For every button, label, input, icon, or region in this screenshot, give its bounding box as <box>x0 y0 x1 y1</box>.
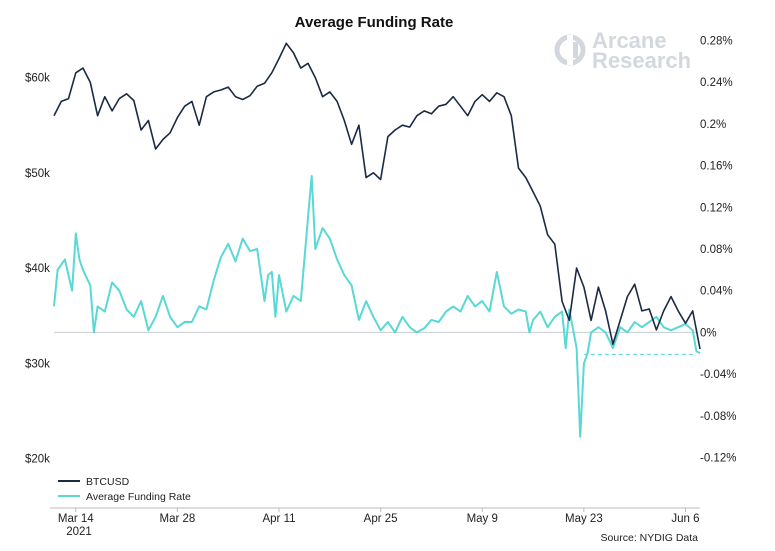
y-left-tick-label: $40k <box>25 263 50 275</box>
y-right-tick-label: 0.24% <box>700 77 733 89</box>
x-axis-year-label: 2021 <box>66 526 92 538</box>
y-left-tick-label: $30k <box>25 358 50 370</box>
arcane-research-logo: Arcane Research <box>554 28 691 73</box>
legend: BTCUSD Average Funding Rate <box>58 476 191 503</box>
source-note: Source: NYDIG Data <box>601 532 699 544</box>
y-left-tick-label: $20k <box>25 453 50 465</box>
x-tick-label: Jun 6 <box>671 513 699 525</box>
logo-text-arcane: Arcane <box>592 28 667 53</box>
y-right-tick-label: 0.2% <box>700 119 726 131</box>
series-line-btcusd <box>53 42 701 350</box>
x-tick-label: May 23 <box>565 513 603 525</box>
y-left-tick-label: $50k <box>25 168 50 180</box>
logo-text-research: Research <box>592 48 691 73</box>
y-right-tick-label: -0.04% <box>700 369 736 381</box>
x-tick-label: Apr 11 <box>262 513 295 525</box>
y-axis-right: -0.12% -0.08% -0.04% 0% 0.04% 0.08% 0.12% 0.16%… <box>700 35 736 464</box>
y-right-tick-label: 0.28% <box>700 35 733 47</box>
x-tick-label: May 9 <box>467 513 498 525</box>
y-right-tick-label: 0.08% <box>700 244 733 256</box>
y-left-tick-label: $60k <box>25 73 50 85</box>
y-right-tick-label: 0.04% <box>700 286 733 298</box>
x-tick-label: Apr 25 <box>364 513 398 525</box>
y-right-tick-label: 0.16% <box>700 161 733 173</box>
arcane-logo-icon <box>554 34 586 66</box>
x-axis: Mar 14 Mar 28 Apr 11 Apr 25 May 9 May 23 Jun 6 <box>58 508 700 525</box>
y-axis-left: $20k $30k $40k $50k $60k <box>25 73 50 466</box>
y-right-tick-label: -0.08% <box>700 411 736 423</box>
y-right-tick-label: -0.12% <box>700 453 736 465</box>
x-tick-label: Mar 28 <box>159 513 195 525</box>
y-right-tick-label: 0.12% <box>700 202 733 214</box>
series-line-average-funding-rate <box>53 175 701 438</box>
chart-title: Average Funding Rate <box>295 14 454 31</box>
legend-label-average-funding-rate: Average Funding Rate <box>86 491 191 503</box>
y-right-tick-label: 0% <box>700 327 717 339</box>
x-tick-label: Mar 14 <box>58 513 94 525</box>
legend-label-btcusd: BTCUSD <box>86 476 130 488</box>
